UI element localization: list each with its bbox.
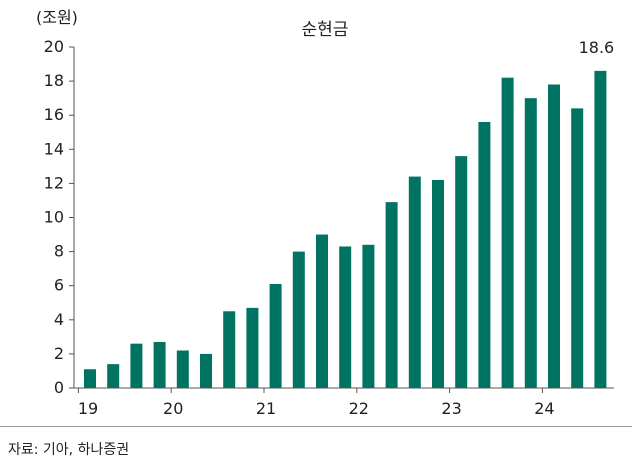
- x-tick-label: 19: [78, 399, 98, 418]
- x-tick-label: 21: [256, 399, 276, 418]
- bar: [408, 176, 421, 388]
- bar: [594, 70, 607, 389]
- y-tick-label: 16: [44, 105, 64, 124]
- bar: [548, 84, 560, 388]
- unit-label: (조원): [36, 8, 78, 27]
- bar: [478, 122, 491, 389]
- x-tick-label: 22: [349, 399, 369, 418]
- y-tick-label: 8: [54, 242, 64, 261]
- bar: [339, 246, 352, 388]
- bar: [200, 353, 212, 388]
- chart-title: 순현금: [302, 20, 349, 40]
- bar: [84, 369, 96, 388]
- y-tick-label: 0: [54, 378, 64, 397]
- bar: [432, 179, 444, 388]
- y-tick-label: 12: [44, 173, 64, 192]
- x-axis: 19 20 21 22 23 24: [74, 387, 614, 418]
- y-tick-label: 6: [54, 276, 64, 295]
- bar: [292, 251, 305, 388]
- y-axis: 0 2 4 6 8 10 12 14 16 18 20: [44, 37, 75, 397]
- x-tick-label: 20: [163, 399, 183, 418]
- bar: [385, 202, 398, 388]
- bar: [246, 307, 259, 388]
- x-tick-label: 24: [534, 399, 554, 418]
- y-tick-label: 10: [44, 208, 64, 227]
- y-tick-label: 20: [44, 37, 64, 56]
- bar: [107, 364, 120, 388]
- x-tick-label: 23: [441, 399, 461, 418]
- bar: [223, 311, 236, 388]
- bar: [269, 283, 282, 388]
- bar: [501, 77, 514, 388]
- source-note: 자료: 기아, 하나증권: [8, 442, 130, 458]
- y-tick-label: 18: [44, 71, 64, 90]
- y-tick-label: 14: [44, 139, 64, 158]
- bar: [176, 350, 189, 388]
- bar: [153, 341, 166, 388]
- bar: [455, 156, 468, 388]
- source-bar: 자료: 기아, 하나증권: [0, 426, 632, 463]
- y-tick-label: 2: [54, 344, 64, 363]
- bar: [316, 234, 328, 388]
- bar: [130, 343, 143, 388]
- bar: [524, 98, 537, 389]
- bar: [571, 108, 584, 388]
- y-tick-label: 4: [54, 310, 64, 329]
- bar: [362, 244, 375, 388]
- last-value-label: 18.6: [579, 38, 615, 57]
- bars: [84, 70, 607, 389]
